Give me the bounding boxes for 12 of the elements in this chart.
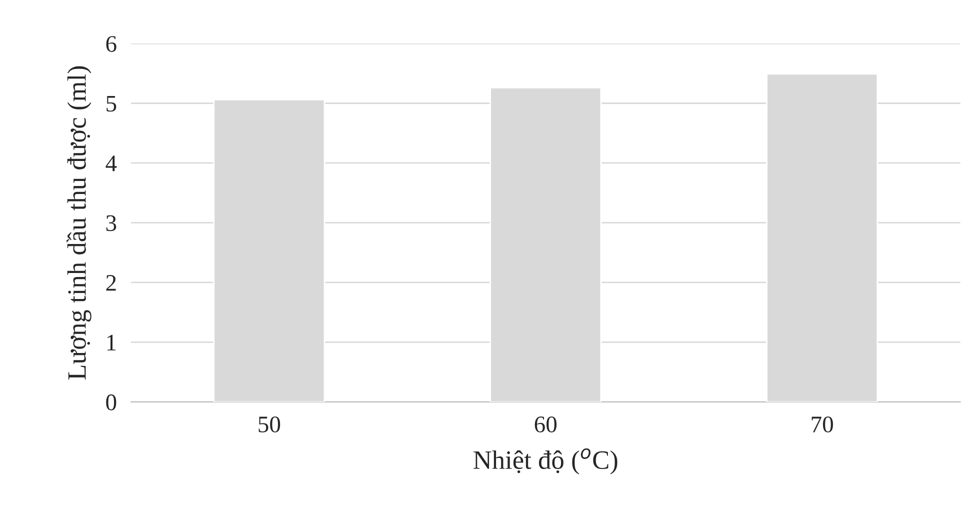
y-tick-label: 4 <box>106 156 117 172</box>
x-tick-label: 60 <box>534 416 557 432</box>
y-tick-label: 0 <box>106 394 116 410</box>
y-tick-label: 3 <box>106 215 116 232</box>
y-tick-label: 2 <box>106 275 116 291</box>
y-tick-label: 5 <box>106 96 116 112</box>
x-tick-label: 50 <box>258 416 280 432</box>
x-axis-title: Nhiệt độ ($^{o}$C) <box>474 448 618 474</box>
y-tick-label: 1 <box>107 334 116 350</box>
y-axis-title: Lượng tinh dầu thu được (ml) <box>66 66 92 380</box>
y-tick-label: 6 <box>106 36 116 52</box>
x-tick-label: 70 <box>812 416 833 432</box>
